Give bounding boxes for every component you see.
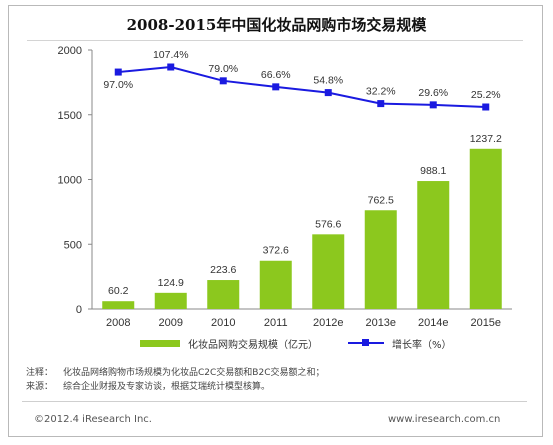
bar (312, 234, 345, 309)
growth-rate-point (167, 63, 175, 71)
y-tick-label: 0 (76, 304, 82, 316)
note-text: 化妆品网络购物市场规模为化妆品C2C交易额和B2C交易额之和； (63, 368, 325, 378)
bar (364, 210, 397, 309)
bar-value-label: 988.1 (420, 165, 446, 177)
bar-value-label: 60.2 (108, 285, 129, 297)
x-tick-label: 2014e (418, 317, 449, 329)
growth-rate-label: 29.6% (418, 87, 448, 99)
bar (469, 148, 502, 309)
footer-copyright: ©2012.4 iResearch Inc. (34, 414, 152, 425)
legend-line: 增长率（%） (348, 336, 452, 351)
y-tick-label: 1500 (58, 110, 82, 122)
bar-value-label: 124.9 (158, 277, 184, 289)
growth-rate-label: 107.4% (153, 49, 189, 61)
source-line: 来源： 综合企业财报及专家访谈，根据艾瑞统计模型核算。 (26, 380, 335, 394)
title-divider (27, 40, 523, 41)
x-tick-label: 2009 (159, 317, 183, 329)
note-label: 注释： (26, 368, 54, 378)
source-text: 综合企业财报及专家访谈，根据艾瑞统计模型核算。 (63, 382, 271, 392)
growth-rate-point (482, 103, 490, 111)
x-tick-label: 2013e (365, 317, 396, 329)
legend-bar-label: 化妆品网购交易规模（亿元） (188, 339, 318, 351)
chart-title: 2008-2015年中国化妆品网购市场交易规模 (126, 16, 427, 34)
legend-line-label: 增长率（%） (392, 339, 452, 351)
note-line: 注释： 化妆品网络购物市场规模为化妆品C2C交易额和B2C交易额之和； (26, 366, 335, 380)
legend-bar-swatch (140, 339, 180, 347)
chart-notes: 注释： 化妆品网络购物市场规模为化妆品C2C交易额和B2C交易额之和； 来源： 综合… (26, 366, 335, 394)
growth-rate-point (377, 100, 385, 108)
growth-rate-point (272, 83, 280, 91)
growth-rate-label: 79.0% (208, 63, 238, 75)
x-tick-label: 2011 (264, 317, 288, 329)
bar (259, 260, 292, 309)
chart-frame (8, 5, 543, 437)
bar-value-label: 762.5 (368, 194, 394, 206)
bar (417, 181, 450, 309)
bar (207, 280, 240, 309)
footer-divider (22, 401, 527, 402)
bar-value-label: 1237.2 (470, 133, 502, 145)
growth-rate-point (114, 68, 122, 76)
bar-value-label: 372.6 (263, 245, 289, 257)
growth-rate-point (219, 77, 227, 85)
x-tick-label: 2010 (211, 317, 235, 329)
footer-website: www.iresearch.com.cn (388, 414, 501, 425)
x-tick-label: 2008 (106, 317, 130, 329)
growth-rate-label: 32.2% (366, 86, 396, 98)
y-tick-label: 500 (64, 239, 82, 251)
growth-rate-label: 66.6% (261, 69, 291, 81)
legend-bar: 化妆品网购交易规模（亿元） (140, 336, 318, 351)
growth-rate-label: 97.0% (103, 79, 133, 91)
bar (154, 292, 187, 309)
legend-line-swatch (348, 339, 384, 346)
source-label: 来源： (26, 382, 54, 392)
growth-rate-point (324, 89, 332, 97)
growth-rate-label: 25.2% (471, 89, 501, 101)
bar-value-label: 223.6 (210, 264, 236, 276)
y-tick-label: 1000 (58, 175, 82, 187)
growth-rate-label: 54.8% (313, 75, 343, 87)
growth-rate-line (118, 65, 486, 108)
growth-rate-point (429, 101, 437, 109)
x-tick-label: 2012e (313, 317, 344, 329)
x-tick-label: 2015e (470, 317, 501, 329)
bar-value-label: 576.6 (315, 218, 341, 230)
y-tick-label: 2000 (58, 45, 82, 57)
bar (102, 301, 135, 309)
